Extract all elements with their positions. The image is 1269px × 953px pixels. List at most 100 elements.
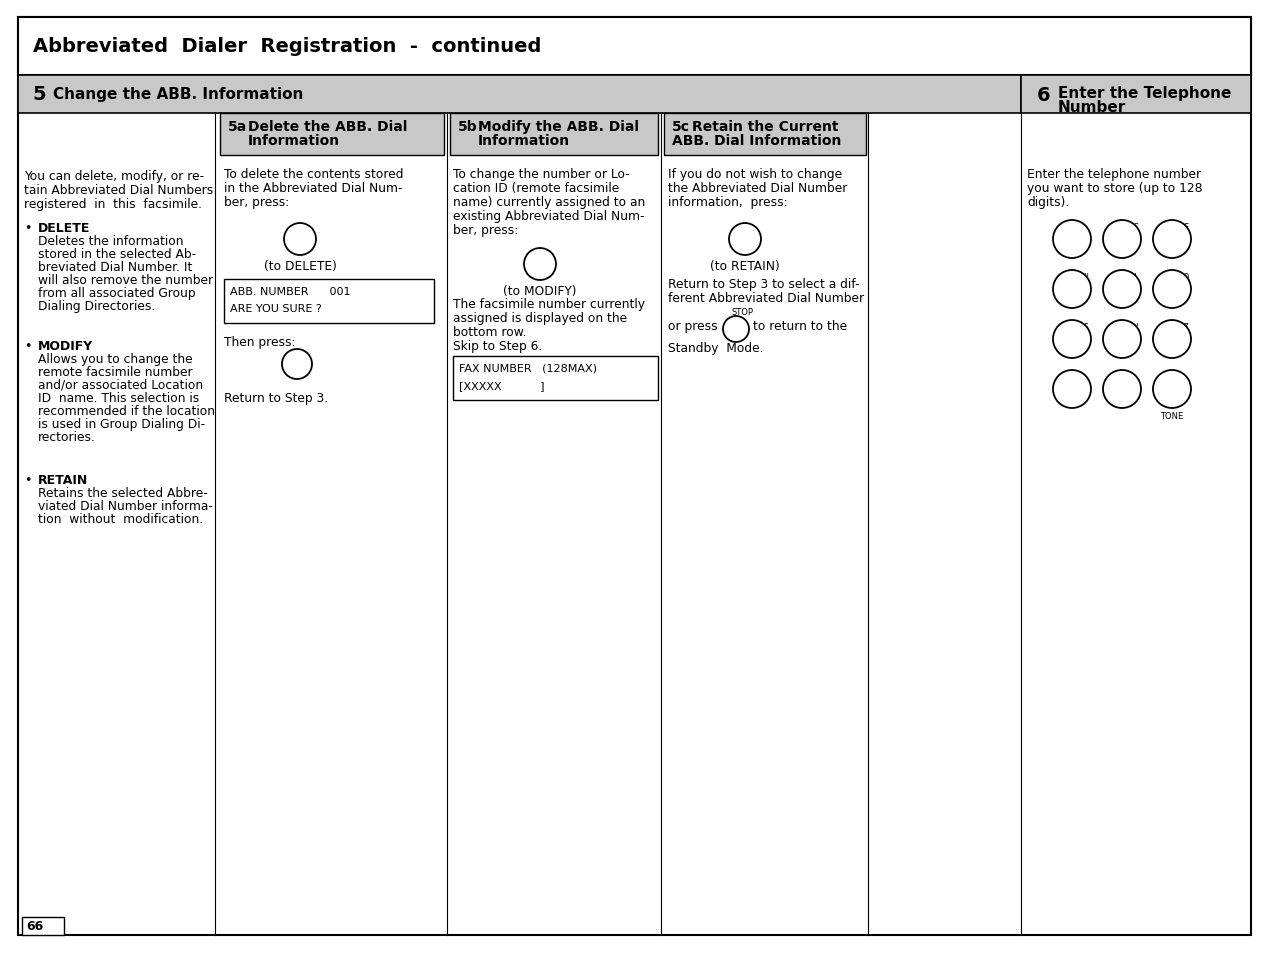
Circle shape xyxy=(1103,271,1141,309)
Text: Delete the ABB. Dial: Delete the ABB. Dial xyxy=(247,120,407,133)
Text: *: * xyxy=(1067,380,1076,398)
Text: (to RETAIN): (to RETAIN) xyxy=(711,260,780,273)
Text: GHI: GHI xyxy=(1075,273,1089,282)
Text: PQRS: PQRS xyxy=(1068,323,1089,332)
Text: 6: 6 xyxy=(1037,86,1051,105)
Text: 2: 2 xyxy=(1117,231,1128,249)
Text: ↵: ↵ xyxy=(292,361,302,375)
Circle shape xyxy=(728,224,761,255)
Text: MNO: MNO xyxy=(1171,273,1189,282)
Text: 8: 8 xyxy=(1117,331,1128,349)
Text: information,  press:: information, press: xyxy=(667,195,788,209)
Circle shape xyxy=(1053,221,1091,258)
Circle shape xyxy=(1154,221,1192,258)
Text: will also remove the number: will also remove the number xyxy=(38,274,213,287)
Text: cation ID (remote facsimile: cation ID (remote facsimile xyxy=(453,182,619,194)
Text: name) currently assigned to an: name) currently assigned to an xyxy=(453,195,645,209)
Text: ber, press:: ber, press: xyxy=(225,195,289,209)
Text: 6: 6 xyxy=(1166,281,1178,298)
Text: [XXXXX           ]: [XXXXX ] xyxy=(459,380,544,391)
Circle shape xyxy=(1103,221,1141,258)
Text: Retains the selected Abbre-: Retains the selected Abbre- xyxy=(38,486,208,499)
Text: DEF: DEF xyxy=(1174,223,1189,232)
Text: 4: 4 xyxy=(1066,281,1077,298)
Text: breviated Dial Number. It: breviated Dial Number. It xyxy=(38,261,193,274)
Text: Return to Step 3.: Return to Step 3. xyxy=(225,392,329,405)
Text: 5: 5 xyxy=(1117,281,1128,298)
Text: bottom row.: bottom row. xyxy=(453,326,527,338)
Circle shape xyxy=(1053,371,1091,409)
Text: ARE YOU SURE ?: ARE YOU SURE ? xyxy=(230,304,322,314)
Text: TONE: TONE xyxy=(1160,412,1184,420)
Text: existing Abbreviated Dial Num-: existing Abbreviated Dial Num- xyxy=(453,210,645,223)
Text: STOP: STOP xyxy=(731,308,753,316)
Text: 5a: 5a xyxy=(228,120,247,133)
Text: MODIFY: MODIFY xyxy=(38,339,93,353)
Circle shape xyxy=(1154,320,1192,358)
Text: DELETE: DELETE xyxy=(38,222,90,234)
Text: Abbreviated  Dialer  Registration  -  continued: Abbreviated Dialer Registration - contin… xyxy=(33,37,542,56)
Bar xyxy=(18,76,1022,113)
Text: Information: Information xyxy=(247,133,340,148)
Bar xyxy=(453,356,659,400)
Text: in the Abbreviated Dial Num-: in the Abbreviated Dial Num- xyxy=(225,182,402,194)
Text: viated Dial Number informa-: viated Dial Number informa- xyxy=(38,499,213,513)
Text: to return to the: to return to the xyxy=(753,319,848,333)
Text: ABB. NUMBER      001: ABB. NUMBER 001 xyxy=(230,287,350,296)
Text: 3: 3 xyxy=(1166,231,1178,249)
Text: TUV: TUV xyxy=(1123,323,1140,332)
Text: 1: 1 xyxy=(1066,231,1077,249)
Bar xyxy=(225,280,434,324)
Circle shape xyxy=(524,249,556,281)
Circle shape xyxy=(284,224,316,255)
Circle shape xyxy=(1154,271,1192,309)
Text: The facsimile number currently: The facsimile number currently xyxy=(453,297,645,311)
Text: To delete the contents stored: To delete the contents stored xyxy=(225,168,404,181)
Text: assigned is displayed on the: assigned is displayed on the xyxy=(453,312,627,325)
Text: Number: Number xyxy=(1058,100,1127,115)
Text: is used in Group Dialing Di-: is used in Group Dialing Di- xyxy=(38,417,206,431)
Text: ABC: ABC xyxy=(1123,223,1140,232)
Text: WXYZ: WXYZ xyxy=(1166,323,1189,332)
Text: (to MODIFY): (to MODIFY) xyxy=(504,285,576,297)
Text: and/or associated Location: and/or associated Location xyxy=(38,378,203,392)
Bar xyxy=(220,113,444,156)
Text: ↺: ↺ xyxy=(731,325,741,335)
Circle shape xyxy=(1154,371,1192,409)
Text: 66: 66 xyxy=(25,920,43,933)
Text: rectories.: rectories. xyxy=(38,431,96,443)
Text: Enter the Telephone: Enter the Telephone xyxy=(1058,86,1231,101)
Text: Return to Step 3 to select a dif-: Return to Step 3 to select a dif- xyxy=(667,277,859,291)
Circle shape xyxy=(282,350,312,379)
Text: stored in the selected Ab-: stored in the selected Ab- xyxy=(38,248,197,261)
Text: Skip to Step 6.: Skip to Step 6. xyxy=(453,339,542,353)
Text: tion  without  modification.: tion without modification. xyxy=(38,513,203,525)
Text: 3: 3 xyxy=(740,231,750,249)
Text: ABB. Dial Information: ABB. Dial Information xyxy=(673,133,841,148)
Text: FAX NUMBER   (128MAX): FAX NUMBER (128MAX) xyxy=(459,364,596,374)
Text: •: • xyxy=(24,222,32,234)
Text: tain Abbreviated Dial Numbers: tain Abbreviated Dial Numbers xyxy=(24,184,213,196)
Bar xyxy=(664,113,865,156)
Circle shape xyxy=(723,316,749,343)
Circle shape xyxy=(1103,320,1141,358)
Text: you want to store (up to 128: you want to store (up to 128 xyxy=(1027,182,1203,194)
Text: •: • xyxy=(24,339,32,353)
Text: ber, press:: ber, press: xyxy=(453,224,518,236)
Text: 5c: 5c xyxy=(673,120,690,133)
Text: digits).: digits). xyxy=(1027,195,1070,209)
Text: ENTER: ENTER xyxy=(284,358,310,368)
Text: Modify the ABB. Dial: Modify the ABB. Dial xyxy=(478,120,640,133)
Text: 5: 5 xyxy=(32,86,46,105)
Text: Dialing Directories.: Dialing Directories. xyxy=(38,299,155,313)
Circle shape xyxy=(1053,320,1091,358)
Text: JKL: JKL xyxy=(1127,273,1140,282)
Text: remote facsimile number: remote facsimile number xyxy=(38,366,193,378)
Circle shape xyxy=(1103,371,1141,409)
Text: 1: 1 xyxy=(294,231,306,249)
Text: Information: Information xyxy=(478,133,570,148)
Text: Enter the telephone number: Enter the telephone number xyxy=(1027,168,1202,181)
Text: recommended if the location: recommended if the location xyxy=(38,405,214,417)
Text: RETAIN: RETAIN xyxy=(38,474,89,486)
Text: Deletes the information: Deletes the information xyxy=(38,234,184,248)
